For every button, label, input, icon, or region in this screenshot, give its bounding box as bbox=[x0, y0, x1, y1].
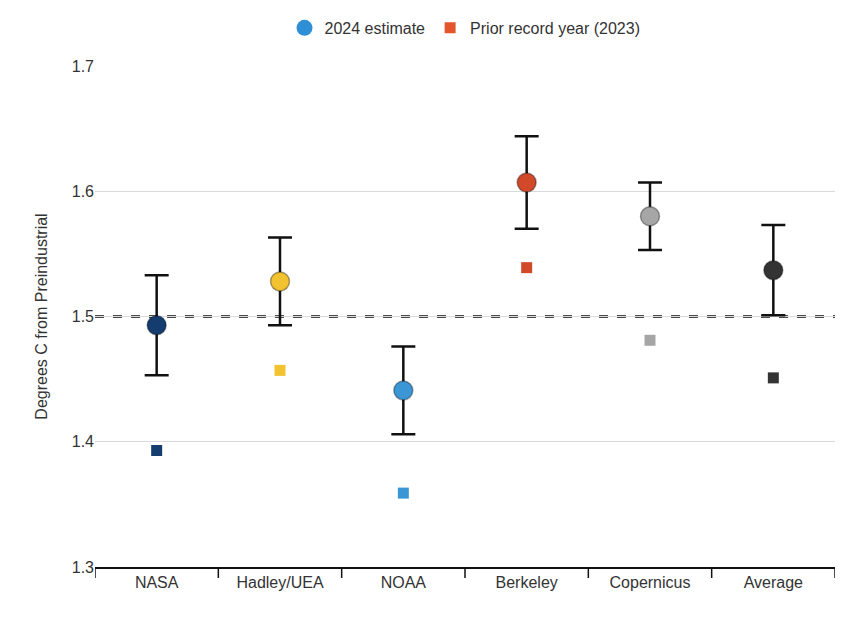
svg-text:Hadley/UEA: Hadley/UEA bbox=[236, 574, 323, 591]
svg-text:2024 estimate: 2024 estimate bbox=[325, 20, 426, 37]
svg-text:1.3: 1.3 bbox=[72, 559, 94, 576]
svg-text:NOAA: NOAA bbox=[381, 574, 427, 591]
svg-text:Degrees C from Preindustrial: Degrees C from Preindustrial bbox=[33, 213, 50, 419]
svg-text:1.4: 1.4 bbox=[72, 433, 94, 450]
svg-text:Prior record year (2023): Prior record year (2023) bbox=[470, 20, 640, 37]
svg-text:1.6: 1.6 bbox=[72, 183, 94, 200]
svg-text:1.7: 1.7 bbox=[72, 58, 94, 75]
svg-text:Average: Average bbox=[744, 574, 803, 591]
svg-text:Copernicus: Copernicus bbox=[610, 574, 691, 591]
svg-text:Berkeley: Berkeley bbox=[496, 574, 558, 591]
svg-text:NASA: NASA bbox=[135, 574, 179, 591]
svg-text:1.5: 1.5 bbox=[72, 308, 94, 325]
